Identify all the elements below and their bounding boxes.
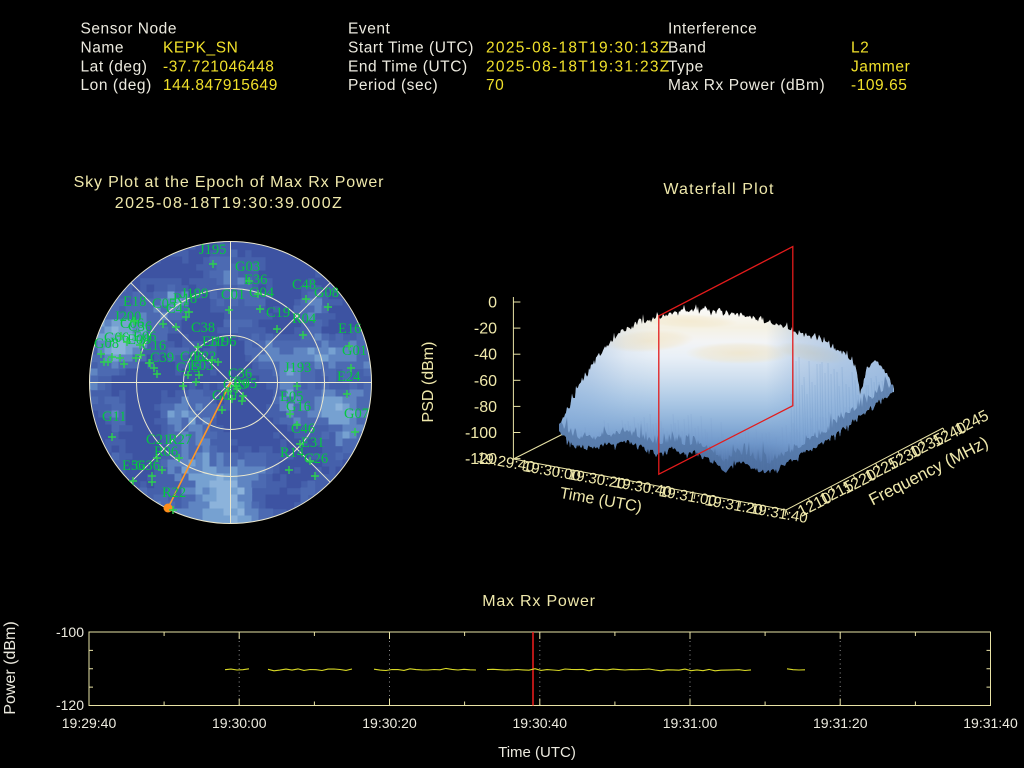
- svg-text:Type: Type: [668, 58, 704, 75]
- svg-text:R04: R04: [292, 311, 317, 327]
- svg-text:C26: C26: [304, 451, 328, 467]
- svg-text:J196: J196: [209, 334, 236, 350]
- svg-text:G07: G07: [344, 406, 369, 422]
- svg-text:E56: E56: [122, 458, 145, 474]
- svg-text:19:30:40: 19:30:40: [513, 715, 568, 731]
- svg-text:19:29:40: 19:29:40: [62, 715, 117, 731]
- svg-text:-80: -80: [474, 399, 497, 416]
- svg-text:-60: -60: [474, 373, 497, 390]
- svg-text:E08: E08: [127, 332, 150, 348]
- svg-text:C39: C39: [150, 350, 174, 366]
- svg-text:E03: E03: [190, 358, 213, 374]
- svg-text:Max Rx Power: Max Rx Power: [482, 593, 596, 610]
- svg-text:Name: Name: [81, 40, 125, 57]
- svg-text:E36: E36: [244, 272, 267, 288]
- svg-text:PSD (dBm): PSD (dBm): [420, 342, 437, 423]
- svg-text:G04: G04: [249, 285, 275, 301]
- svg-text:144.847915649: 144.847915649: [163, 77, 278, 94]
- svg-text:-120: -120: [465, 451, 497, 468]
- svg-text:-100: -100: [56, 624, 84, 640]
- svg-text:C06: C06: [120, 316, 144, 332]
- svg-text:G08: G08: [94, 336, 119, 352]
- svg-text:E18: E18: [123, 294, 146, 310]
- svg-text:-40: -40: [474, 347, 497, 364]
- svg-text:C01: C01: [221, 287, 245, 303]
- svg-text:C48: C48: [292, 277, 316, 293]
- svg-text:19:30:00: 19:30:00: [212, 715, 267, 731]
- svg-text:E22: E22: [193, 349, 216, 365]
- svg-text:E24: E24: [337, 369, 361, 385]
- svg-text:E31: E31: [301, 435, 324, 451]
- svg-text:-20: -20: [474, 321, 497, 338]
- svg-text:2025-08-18T19:30:39.000Z: 2025-08-18T19:30:39.000Z: [115, 195, 343, 212]
- svg-text:19:30:20: 19:30:20: [362, 715, 417, 731]
- svg-text:2025-08-18T19:30:13Z: 2025-08-18T19:30:13Z: [486, 40, 671, 57]
- svg-text:-37.721046448: -37.721046448: [163, 58, 274, 75]
- svg-text:C05: C05: [152, 296, 176, 312]
- svg-text:0: 0: [488, 295, 497, 312]
- svg-text:R22: R22: [162, 485, 186, 501]
- svg-text:R27: R27: [168, 432, 192, 448]
- svg-text:G06: G06: [104, 330, 129, 346]
- svg-text:J193: J193: [284, 360, 311, 376]
- svg-text:70: 70: [486, 77, 504, 94]
- svg-text:E31: E31: [202, 334, 225, 350]
- svg-text:L2: L2: [851, 40, 869, 57]
- svg-text:19:31:40: 19:31:40: [963, 715, 1018, 731]
- svg-text:J199: J199: [181, 286, 208, 302]
- svg-text:Waterfall Plot: Waterfall Plot: [663, 181, 774, 198]
- svg-text:Power (dBm): Power (dBm): [2, 621, 19, 714]
- svg-text:G09: G09: [212, 388, 237, 404]
- svg-text:End Time (UTC): End Time (UTC): [348, 58, 468, 75]
- svg-text:C16: C16: [142, 338, 166, 354]
- svg-text:R05: R05: [233, 376, 257, 392]
- svg-text:G03: G03: [235, 259, 260, 275]
- svg-text:G01: G01: [342, 343, 367, 359]
- svg-text:G08: G08: [314, 285, 339, 301]
- svg-text:G16: G16: [286, 399, 311, 415]
- svg-text:Jammer: Jammer: [851, 58, 910, 75]
- svg-text:19:31:20: 19:31:20: [813, 715, 868, 731]
- svg-text:KEPK_SN: KEPK_SN: [163, 40, 238, 57]
- svg-text:R18: R18: [173, 291, 197, 307]
- svg-text:Lon (deg): Lon (deg): [81, 77, 152, 94]
- svg-text:E05: E05: [280, 389, 303, 405]
- svg-text:C38: C38: [191, 320, 215, 336]
- svg-text:C36: C36: [228, 366, 252, 382]
- svg-text:C15: C15: [176, 360, 200, 376]
- svg-text:C08: C08: [180, 349, 204, 365]
- svg-text:G11: G11: [102, 409, 126, 425]
- svg-text:Time (UTC): Time (UTC): [498, 744, 576, 761]
- svg-text:-120: -120: [56, 697, 84, 713]
- svg-text:R14: R14: [280, 445, 305, 461]
- svg-text:Event: Event: [348, 21, 391, 38]
- svg-text:G36: G36: [135, 458, 160, 474]
- svg-text:R06: R06: [154, 444, 178, 460]
- svg-text:E16: E16: [338, 321, 361, 337]
- svg-text:2025-08-18T19:31:23Z: 2025-08-18T19:31:23Z: [486, 58, 671, 75]
- svg-text:19:31:00: 19:31:00: [663, 715, 718, 731]
- svg-text:Sensor Node: Sensor Node: [81, 21, 178, 38]
- svg-text:C21: C21: [146, 432, 170, 448]
- svg-text:-100: -100: [465, 425, 497, 442]
- svg-text:E06: E06: [133, 329, 156, 345]
- svg-text:Band: Band: [668, 40, 706, 57]
- svg-text:C45: C45: [166, 301, 190, 317]
- svg-text:J195: J195: [199, 242, 226, 258]
- svg-text:Period (sec): Period (sec): [348, 77, 438, 94]
- svg-text:Interference: Interference: [668, 21, 757, 38]
- svg-text:-109.65: -109.65: [851, 77, 907, 94]
- svg-text:Start Time (UTC): Start Time (UTC): [348, 40, 474, 57]
- svg-text:Sky Plot at the Epoch of Max R: Sky Plot at the Epoch of Max Rx Power: [74, 174, 385, 191]
- svg-text:C19: C19: [266, 305, 290, 321]
- svg-text:Max Rx Power (dBm): Max Rx Power (dBm): [668, 77, 825, 94]
- svg-text:Lat (deg): Lat (deg): [81, 58, 148, 75]
